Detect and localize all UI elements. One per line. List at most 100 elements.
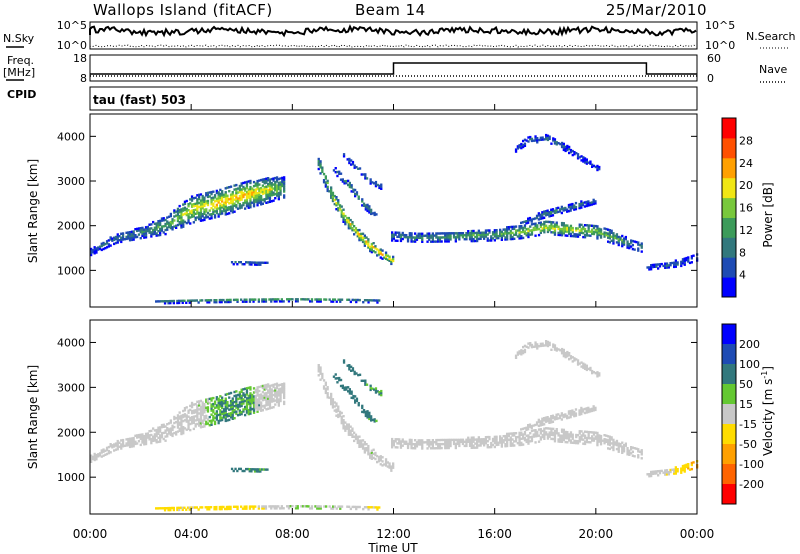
velocity-cell bbox=[245, 401, 249, 404]
velocity-cell bbox=[281, 385, 284, 388]
velocity-cell bbox=[238, 467, 241, 471]
power-cell bbox=[173, 209, 176, 212]
velocity-cell bbox=[550, 427, 553, 430]
velocity-cell bbox=[153, 433, 156, 436]
velocity-cell bbox=[355, 507, 358, 511]
power-cell bbox=[371, 299, 374, 302]
velocity-cell bbox=[229, 406, 233, 409]
velocity-cell bbox=[687, 465, 690, 468]
velocity-cell bbox=[330, 400, 333, 404]
power-cell bbox=[213, 196, 217, 199]
velocity-cell bbox=[178, 508, 181, 512]
velocity-cell bbox=[270, 388, 273, 391]
velocity-cell bbox=[522, 433, 525, 436]
power-cell bbox=[470, 229, 473, 233]
velocity-cell bbox=[384, 464, 388, 467]
velocity-cell bbox=[399, 440, 403, 443]
power-cell bbox=[687, 256, 690, 259]
velocity-cell bbox=[348, 392, 351, 395]
velocity-cell bbox=[477, 438, 480, 441]
power-cell bbox=[555, 143, 558, 146]
power-cell bbox=[252, 184, 256, 188]
power-cell bbox=[274, 197, 277, 200]
power-cell bbox=[210, 200, 213, 204]
power-cell bbox=[506, 228, 509, 231]
power-cell bbox=[384, 253, 388, 256]
velocity-cell bbox=[557, 417, 560, 420]
velocity-cell bbox=[564, 355, 567, 359]
velocity-cell bbox=[219, 405, 222, 408]
velocity-cell bbox=[626, 447, 629, 450]
velocity-cell bbox=[447, 442, 450, 446]
velocity-cell bbox=[270, 406, 273, 409]
velocity-cell bbox=[630, 448, 633, 451]
power-cell bbox=[364, 173, 367, 176]
velocity-cell bbox=[210, 409, 213, 412]
power-cell bbox=[201, 194, 204, 198]
power-cell bbox=[172, 301, 175, 305]
velocity-cell bbox=[248, 470, 251, 473]
velocity-cell bbox=[319, 366, 322, 369]
power-cell bbox=[534, 234, 537, 237]
velocity-cell bbox=[598, 440, 601, 443]
velocity-cell bbox=[392, 440, 395, 443]
velocity-cell bbox=[183, 409, 187, 412]
power-cell bbox=[185, 213, 188, 217]
power-cell bbox=[587, 200, 590, 203]
velocity-cell bbox=[564, 413, 567, 416]
velocity-cell bbox=[252, 401, 256, 404]
velocity-cell bbox=[219, 401, 222, 404]
power-cell bbox=[527, 219, 530, 222]
power-cell bbox=[309, 300, 312, 303]
velocity-cell bbox=[589, 368, 592, 372]
power-cell bbox=[250, 298, 253, 301]
power-cell bbox=[545, 224, 548, 227]
velocity-cell bbox=[215, 508, 218, 511]
power-cell bbox=[539, 136, 542, 139]
velocity-cell bbox=[166, 435, 169, 438]
power-cell bbox=[490, 239, 493, 242]
velocity-cell bbox=[535, 423, 539, 426]
velocity-cell bbox=[566, 352, 569, 356]
power-cell bbox=[213, 194, 217, 197]
velocity-cell bbox=[454, 446, 457, 450]
velocity-cell bbox=[522, 345, 525, 349]
velocity-cell bbox=[431, 447, 434, 450]
velocity-cell bbox=[245, 407, 249, 410]
power-colorbar-swatch bbox=[722, 237, 736, 258]
nsearch-trace bbox=[89, 44, 697, 48]
power-cell bbox=[529, 229, 532, 232]
velocity-cell bbox=[528, 425, 532, 428]
velocity-cell bbox=[499, 435, 502, 438]
power-cell bbox=[120, 240, 123, 244]
power-cell bbox=[338, 170, 341, 173]
velocity-cell bbox=[509, 444, 512, 447]
velocity-cell bbox=[196, 422, 199, 426]
power-cell bbox=[331, 195, 335, 199]
power-cell bbox=[585, 230, 588, 233]
power-cell bbox=[217, 191, 220, 194]
power-cell bbox=[206, 203, 210, 207]
velocity-cell bbox=[360, 443, 363, 446]
velocity-cell bbox=[221, 412, 224, 416]
velocity-cell bbox=[374, 457, 377, 461]
velocity-cell bbox=[370, 415, 373, 418]
velocity-cell bbox=[417, 439, 420, 442]
velocity-cell bbox=[333, 401, 336, 404]
power-cell bbox=[287, 300, 291, 303]
velocity-cell bbox=[571, 409, 574, 412]
power-cell bbox=[277, 195, 280, 199]
power-cell bbox=[447, 236, 450, 239]
velocity-cell bbox=[513, 432, 516, 435]
velocity-cell bbox=[346, 423, 349, 426]
power-cell bbox=[491, 233, 495, 236]
velocity-cell bbox=[541, 342, 544, 345]
velocity-cell bbox=[253, 470, 257, 473]
velocity-cell bbox=[578, 430, 581, 433]
velocity-cell bbox=[341, 386, 344, 390]
power-cell bbox=[520, 221, 523, 225]
velocity-cell bbox=[573, 357, 576, 360]
power-cell bbox=[628, 242, 631, 246]
velocity-cell bbox=[277, 394, 280, 397]
power-cell bbox=[105, 246, 109, 249]
